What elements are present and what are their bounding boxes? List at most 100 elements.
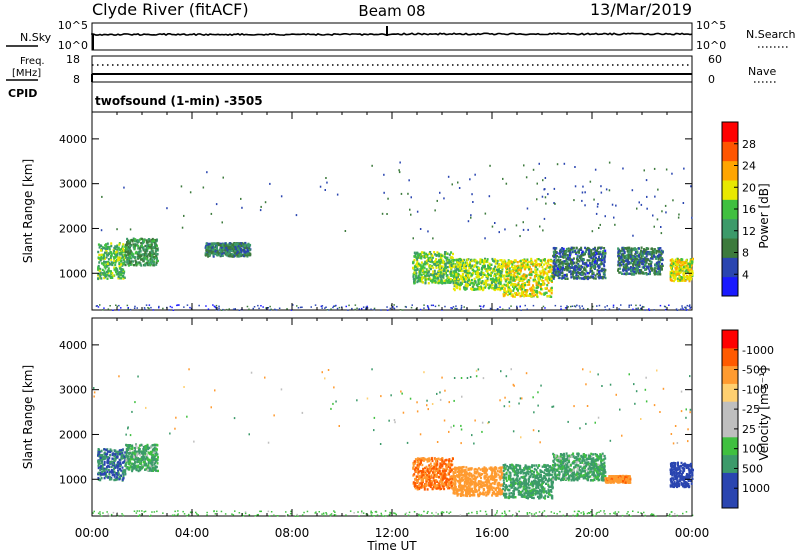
data-cell [455, 274, 458, 277]
data-cell [663, 305, 666, 308]
data-cell [144, 249, 147, 253]
data-cell [620, 258, 623, 261]
data-cell [653, 271, 656, 274]
data-cell [325, 177, 327, 179]
data-cell [229, 254, 232, 257]
data-cell [141, 458, 144, 461]
data-cell [108, 470, 111, 473]
data-cell [493, 287, 496, 290]
data-cell [499, 281, 502, 284]
data-cell [296, 305, 298, 307]
data-cell [144, 451, 147, 454]
data-cell [601, 254, 604, 258]
data-cell [234, 251, 237, 255]
data-cell [493, 285, 496, 288]
data-cell [449, 281, 452, 284]
data-cell [650, 247, 653, 251]
data-cell [155, 254, 158, 258]
data-cell [448, 258, 451, 262]
data-cell [146, 447, 149, 450]
data-cell [155, 451, 158, 454]
data-cell [528, 283, 531, 286]
data-cell [120, 469, 123, 472]
data-cell [113, 464, 116, 467]
data-cell [597, 203, 599, 205]
data-cell [674, 262, 677, 266]
data-cell [466, 261, 469, 264]
data-cell [582, 251, 585, 255]
data-cell [556, 272, 559, 276]
data-cell [386, 306, 388, 308]
data-cell [178, 304, 180, 306]
data-cell [519, 288, 522, 291]
data-cell [434, 305, 437, 308]
data-cell [661, 251, 664, 254]
data-cell [144, 262, 147, 265]
data-cell [483, 261, 486, 264]
data-cell [150, 254, 153, 257]
data-cell [653, 273, 656, 276]
data-cell [136, 452, 139, 455]
data-cell [412, 261, 415, 264]
data-cell [450, 270, 452, 274]
data-cell [515, 269, 518, 272]
data-cell [109, 454, 112, 457]
data-cell [625, 256, 628, 260]
data-cell [243, 250, 246, 254]
data-cell [572, 275, 575, 278]
data-cell [221, 250, 224, 254]
data-cell [624, 259, 627, 263]
data-cell [113, 467, 115, 471]
data-cell [578, 267, 581, 271]
data-cell [598, 227, 600, 229]
data-cell [326, 309, 329, 311]
data-cell [103, 265, 106, 268]
data-cell [670, 274, 673, 277]
data-cell [444, 305, 446, 308]
data-cell [153, 257, 156, 261]
data-cell [416, 265, 419, 268]
data-cell [463, 269, 466, 273]
data-cell [535, 271, 538, 274]
data-cell [640, 249, 643, 252]
data-cell [452, 270, 455, 273]
data-cell [423, 271, 426, 274]
data-cell [679, 261, 682, 264]
data-cell [481, 275, 484, 278]
data-cell [490, 263, 493, 266]
data-cell [634, 255, 637, 259]
data-cell [269, 182, 271, 185]
data-cell [572, 261, 575, 265]
data-cell [413, 282, 416, 285]
data-cell [421, 276, 424, 279]
data-cell [670, 265, 673, 268]
data-cell [655, 257, 658, 260]
data-cell [641, 252, 644, 255]
data-cell [646, 195, 648, 198]
data-cell [660, 226, 662, 228]
data-cell [444, 481, 446, 484]
data-cell [122, 263, 125, 266]
data-cell [236, 242, 239, 245]
data-cell [150, 464, 153, 468]
data-cell [567, 266, 570, 269]
data-cell [591, 269, 594, 273]
data-cell [423, 307, 425, 309]
data-cell [126, 241, 128, 244]
data-cell [673, 261, 676, 265]
data-cell [545, 291, 548, 295]
data-cell [455, 271, 458, 274]
data-cell [471, 288, 474, 291]
data-cell [585, 275, 588, 279]
data-cell [180, 185, 183, 188]
data-cell [557, 263, 560, 267]
data-cell [430, 304, 433, 307]
data-cell [524, 265, 526, 268]
data-cell [466, 271, 469, 275]
data-cell [148, 307, 150, 310]
data-cell [587, 277, 590, 280]
data-cell [140, 254, 143, 257]
data-cell [512, 276, 515, 279]
data-cell [236, 250, 239, 254]
data-cell [496, 270, 499, 273]
